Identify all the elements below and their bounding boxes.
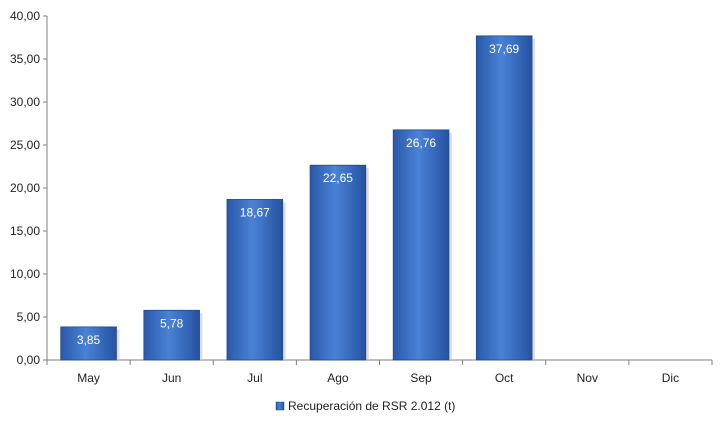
y-tick-label: 30,00 [10, 95, 40, 109]
x-tick-label: Nov [577, 371, 598, 385]
bar-data-label: 18,67 [240, 205, 270, 219]
y-tick-label: 5,00 [17, 310, 41, 324]
x-tick-label: Sep [410, 371, 432, 385]
y-tick-label: 25,00 [10, 138, 40, 152]
bar-data-label: 3,85 [77, 333, 101, 347]
bar [226, 199, 284, 361]
bars: 3,85 5,78 18,67 22,65 26,76 37,69 [60, 35, 536, 361]
y-tick-label: 10,00 [10, 267, 40, 281]
y-tick-label: 0,00 [17, 353, 41, 367]
bar [143, 309, 200, 361]
y-tick-label: 15,00 [10, 224, 40, 238]
bar-data-label: 26,76 [406, 136, 436, 150]
x-tick-label: Dic [662, 371, 679, 385]
x-tick-label: Jul [247, 371, 262, 385]
bar [60, 326, 117, 361]
x-tick-label: Jun [162, 371, 181, 385]
bar-data-label: 5,78 [160, 316, 184, 330]
x-axis: May Jun Jul Ago Sep Oct Nov Dic [46, 359, 713, 385]
x-tick-label: Oct [495, 371, 514, 385]
y-axis: 0,00 5,00 10,00 15,00 20,00 25,00 30,00 35,00 40… [10, 9, 48, 367]
bar [392, 129, 450, 361]
bar [309, 164, 367, 361]
legend: Recuperación de RSR 2.012 (t) [275, 399, 455, 413]
y-tick-label: 40,00 [10, 9, 40, 23]
bar [475, 35, 533, 361]
legend-label: Recuperación de RSR 2.012 (t) [288, 399, 455, 413]
bar-data-label: 37,69 [489, 42, 519, 56]
x-tick-label: Ago [327, 371, 349, 385]
bar-data-label: 22,65 [323, 171, 353, 185]
x-tick-label: May [77, 371, 100, 385]
legend-swatch [275, 401, 285, 411]
y-tick-label: 35,00 [10, 52, 40, 66]
y-tick-label: 20,00 [10, 181, 40, 195]
